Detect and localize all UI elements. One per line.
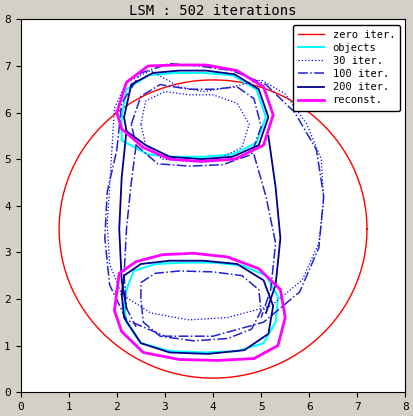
Title: LSM : 502 iterations: LSM : 502 iterations xyxy=(129,4,297,18)
Legend: zero iter., objects, 30 iter., 100 iter., 200 iter., reconst.: zero iter., objects, 30 iter., 100 iter.… xyxy=(293,25,400,111)
